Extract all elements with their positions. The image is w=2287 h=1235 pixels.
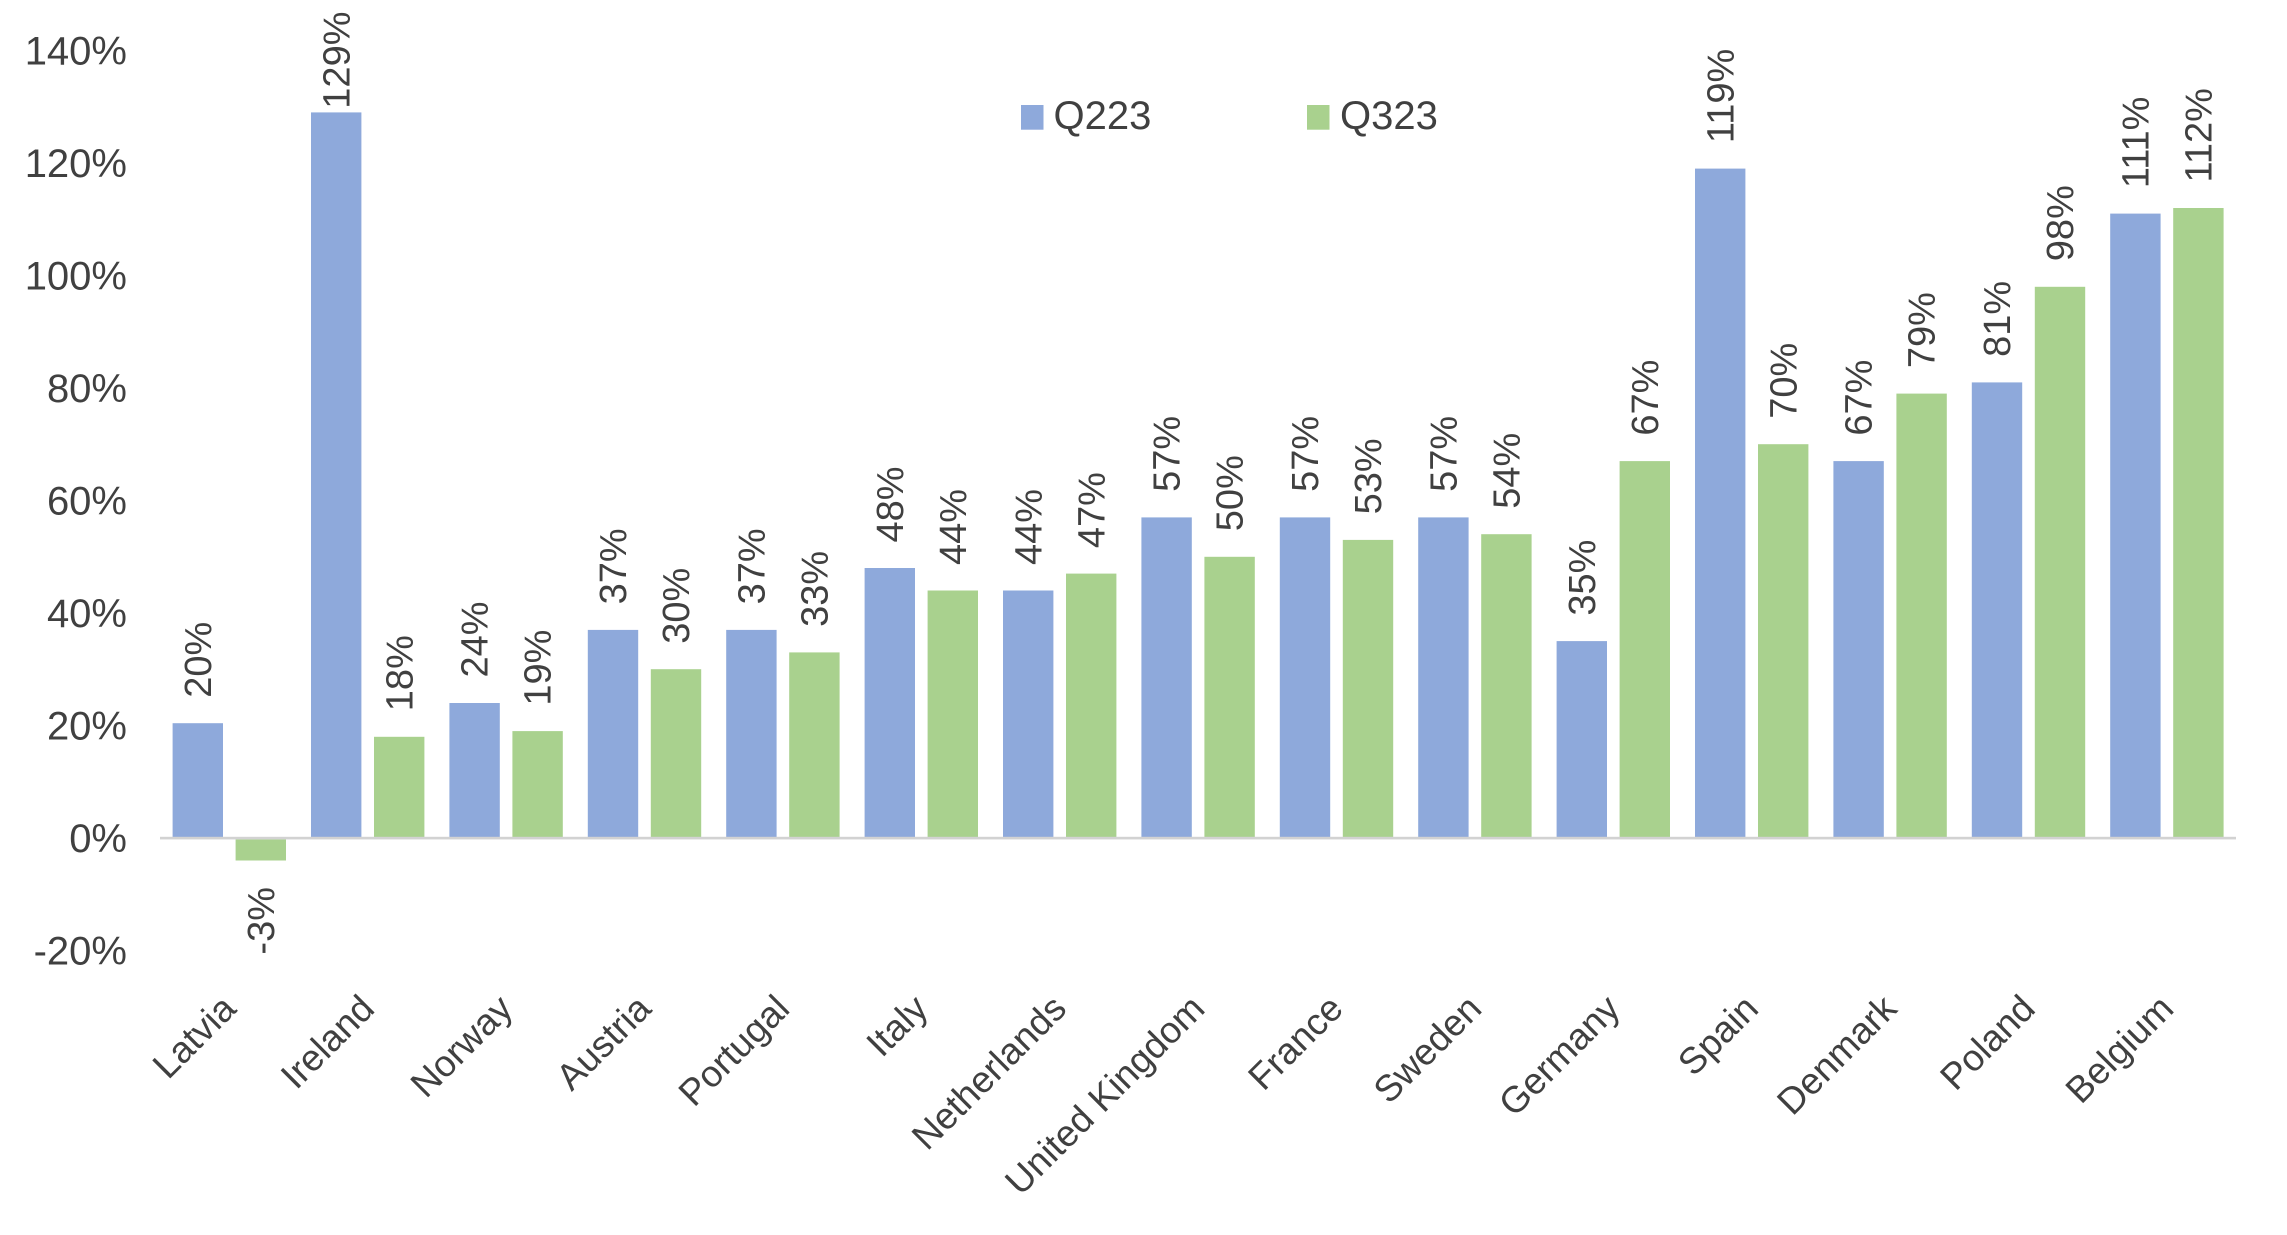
svg-text:-20%: -20%: [34, 929, 127, 973]
svg-text:70%: 70%: [1763, 343, 1805, 419]
svg-text:119%: 119%: [1700, 49, 1742, 143]
svg-text:Q323: Q323: [1340, 94, 1438, 138]
svg-text:111%: 111%: [2116, 97, 2158, 189]
svg-text:40%: 40%: [47, 592, 127, 636]
svg-text:50%: 50%: [1210, 455, 1252, 531]
svg-text:Q223: Q223: [1054, 94, 1152, 138]
svg-text:53%: 53%: [1348, 438, 1390, 514]
svg-text:120%: 120%: [25, 142, 127, 186]
svg-text:37%: 37%: [732, 528, 774, 604]
svg-text:140%: 140%: [25, 29, 127, 73]
svg-text:18%: 18%: [379, 635, 421, 711]
svg-text:80%: 80%: [47, 367, 127, 411]
svg-text:47%: 47%: [1071, 472, 1113, 548]
svg-text:60%: 60%: [47, 479, 127, 523]
svg-text:57%: 57%: [1424, 416, 1466, 492]
svg-text:112%: 112%: [2179, 88, 2221, 182]
svg-text:37%: 37%: [593, 528, 635, 604]
svg-text:24%: 24%: [455, 601, 497, 677]
svg-text:81%: 81%: [1977, 281, 2019, 357]
svg-text:57%: 57%: [1285, 416, 1327, 492]
svg-text:67%: 67%: [1625, 360, 1667, 436]
svg-text:-3%: -3%: [241, 887, 283, 955]
svg-text:35%: 35%: [1562, 540, 1604, 616]
svg-text:129%: 129%: [316, 11, 358, 108]
svg-text:20%: 20%: [47, 704, 127, 748]
svg-text:48%: 48%: [870, 466, 912, 542]
svg-text:79%: 79%: [1902, 292, 1944, 368]
svg-text:100%: 100%: [25, 254, 127, 298]
svg-text:67%: 67%: [1839, 360, 1881, 436]
svg-text:19%: 19%: [518, 630, 560, 706]
svg-text:54%: 54%: [1487, 433, 1529, 509]
svg-text:44%: 44%: [1008, 489, 1050, 565]
svg-text:0%: 0%: [69, 817, 127, 861]
svg-text:57%: 57%: [1147, 416, 1189, 492]
svg-text:33%: 33%: [795, 551, 837, 627]
svg-text:44%: 44%: [933, 489, 975, 565]
svg-text:98%: 98%: [2040, 185, 2082, 261]
svg-text:20%: 20%: [178, 622, 220, 698]
svg-text:30%: 30%: [656, 568, 698, 644]
